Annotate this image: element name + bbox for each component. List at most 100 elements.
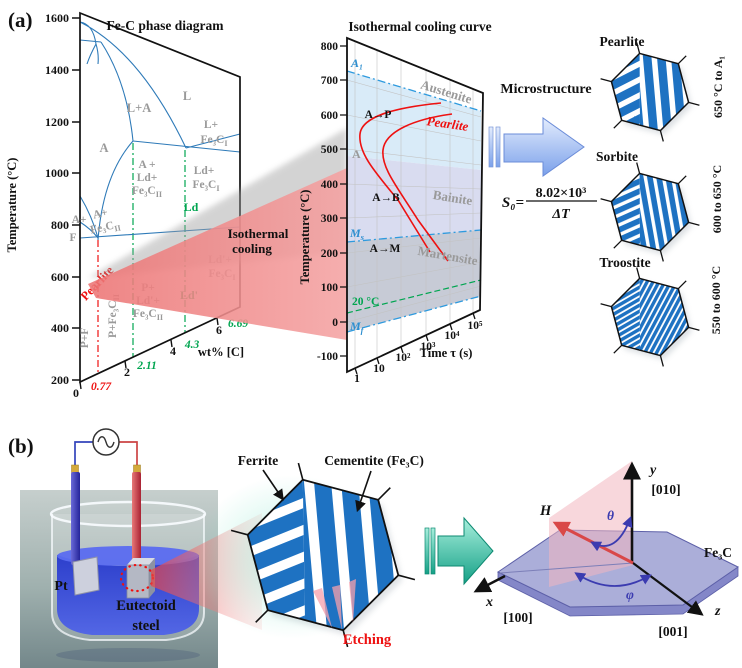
pin-left [71,464,79,474]
region-A-Ld-Fe3C2-l1: A + [138,159,155,171]
label-pearlite-ttt: Pearlite [426,113,470,134]
pearlite-grain: Ferrite Cementite (Fe₃C) Etching [194,453,424,648]
ttt-y-axis-label: Temperature (°C) [298,190,312,285]
ttt-diagram: Isothermal cooling curve 800 700 600 500… [298,19,492,385]
band-martensite [347,230,481,332]
ttt-c-curves [359,102,453,262]
tick-077: 0.77 [91,381,112,393]
fe3c-label: Fe₃C [704,545,732,560]
x-axis-inplate [499,562,634,574]
ttt-x-tick-labels: 1 10 10² 10³ 10⁴ 10⁵ [354,320,483,385]
label-bainite: Bainite [432,187,474,208]
phase-y-ticks [72,17,80,381]
region-Ld-Fe3C1-l2: Fe₃CI [192,179,219,193]
wire-blue [74,441,93,467]
phi-label: φ [626,587,634,602]
grain-boundary-whiskers [230,462,416,648]
panel-a-tag: (a) [8,8,33,32]
label-A1: A₁ [350,56,363,70]
ferrite-arrow [262,469,284,501]
tick-1e5s: 10⁵ [468,320,484,332]
cementite-arrow [355,470,372,513]
tick-211: 2.11 [136,360,157,372]
formula-denominator: ΔT [551,207,571,222]
tick-600t: 600 [321,110,339,122]
ttt-x-axis-label: Time τ (s) [420,346,473,360]
beaker-reflection [56,648,200,662]
theta-label: θ [607,508,614,523]
label-AM: A→M [370,243,401,255]
tick-4: 4 [170,344,176,358]
ttt-panel-border [346,36,484,374]
phase-x-axis-label: wt% [C] [198,345,244,359]
annotation-cooling: cooling [232,241,272,256]
item-pearlite-range: 650 °C to A₁ [711,56,725,118]
z-axis-label: z [714,604,721,619]
ttt-grid [346,41,482,368]
theta-arc [590,515,633,552]
tick-1400: 1400 [45,63,69,77]
formula-numerator: 8.02×10³ [536,186,587,201]
steel-sample [126,558,155,599]
region-LA: L+A [127,101,152,115]
pt-electrode-rod [71,472,80,565]
cementite-label: Cementite (Fe₃C) [324,453,424,468]
tick-700t: 700 [321,75,339,87]
tick-6: 6 [216,323,222,337]
etching-beams [313,579,356,630]
ttt-y-ticks [340,45,347,357]
tick-0: 0 [73,386,79,400]
panel-b: (b) Pt Eutectoid steel [8,428,739,668]
tick-1200: 1200 [45,115,69,129]
region-P-Ld-Fe3C2-l3: Fe₃CII [133,308,163,322]
tick-43: 4.3 [184,339,200,351]
phase-y-axis-label: Temperature (°C) [5,158,19,253]
sample-label-line1: Eutectoid [116,598,176,614]
label-AP: A→P [365,109,392,121]
microstructure-title: Microstructure [500,82,591,97]
region-Ld-Fe3C1-l1: Ld+ [194,165,215,177]
phase-boundaries [79,21,241,241]
label-Ld: Ld [184,200,199,214]
ferrite-label: Ferrite [238,453,278,468]
region-A-Ld-Fe3C2-l3: Fe₃CII [132,185,162,199]
tick-200: 200 [51,373,69,387]
pearlite-hexagon [600,42,700,142]
panel-a: (a) Fe-C phase diagram 1600 1400 1200 10… [5,8,725,400]
ttt-x-ticks [354,312,476,375]
tick-1e4s: 10⁴ [445,330,461,342]
tick-m100t: -100 [317,351,338,363]
annotation-isothermal: Isothermal [228,226,289,241]
item-pearlite-name: Pearlite [600,34,645,49]
y-index-label: [010] [651,482,680,497]
tick-200t: 200 [321,248,339,260]
steel-electrode-rod [132,472,141,564]
etching-label: Etching [343,632,392,648]
region-A-F-l2: F [69,232,76,244]
pt-plate [72,556,100,596]
z-axis [632,562,704,616]
label-20c: 20 °C [352,296,379,308]
tick-2: 2 [124,365,130,379]
phase-title: Fe-C phase diagram [107,18,225,33]
tick-500t: 500 [321,144,339,156]
tick-800t: 800 [321,41,339,53]
item-sorbite-name: Sorbite [596,149,638,164]
tick-0t: 0 [332,317,338,329]
pearlite-beam-arrow [88,168,347,340]
h-label: H [539,503,552,519]
region-A-Ld-Fe3C2-l2: Ld+ [137,172,158,184]
region-L-Fe3C1-l1: L+ [204,119,218,131]
phi-arc [574,572,652,587]
x-axis [473,574,506,593]
tick-100t: 100 [321,282,339,294]
sine-wave-icon [97,436,115,448]
region-A-Fe3C2-l1: A+ [92,207,109,222]
region-L-Fe3C1-l2: Fe₃CI [200,134,227,148]
crystal-coordinates: H θ φ y [010] x [100] z [001] Fe₃C [473,461,739,639]
ttt-y-tick-labels: 800 700 600 500 400 300 200 100 0 -100 [317,41,338,363]
tick-1s: 1 [354,373,360,385]
ttt-20c-line [346,279,482,314]
label-AB: A→B [372,192,400,204]
microstructure-items: Pearlite 650 °C to A₁ Sorbite 600 to 650… [596,34,725,367]
